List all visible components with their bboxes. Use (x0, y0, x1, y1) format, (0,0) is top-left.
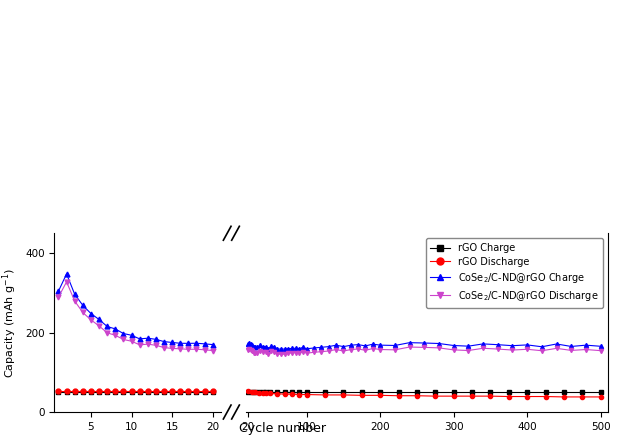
Text: Cycle number: Cycle number (239, 422, 326, 435)
Y-axis label: Capacity (mAh g$^{-1}$): Capacity (mAh g$^{-1}$) (1, 268, 19, 378)
Legend: rGO Charge, rGO Discharge, CoSe$_2$/C-ND@rGO Charge, CoSe$_2$/C-ND@rGO Discharge: rGO Charge, rGO Discharge, CoSe$_2$/C-ND… (426, 238, 603, 307)
